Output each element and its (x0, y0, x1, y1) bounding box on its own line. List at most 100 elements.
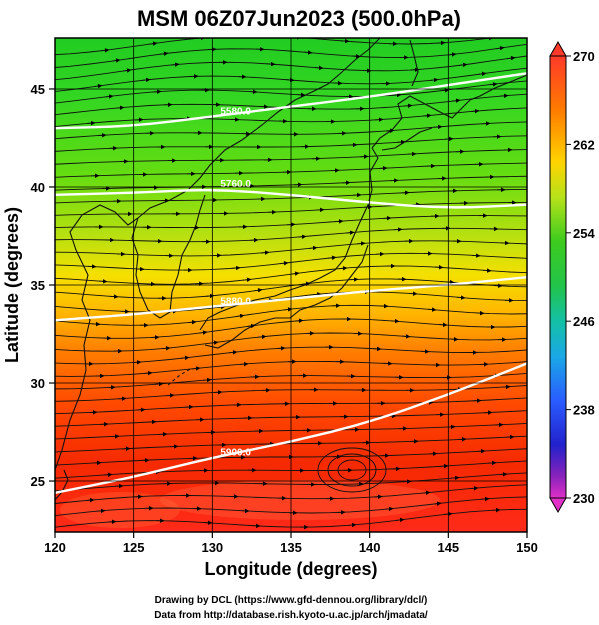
streamline (55, 472, 527, 492)
colorbar-scale (549, 55, 567, 499)
streamline (55, 332, 527, 352)
streamline (55, 121, 527, 140)
streamline (55, 304, 527, 326)
wind-arrow (180, 355, 190, 361)
contour-label: 5900.0 (220, 448, 251, 459)
wind-arrow (187, 319, 197, 325)
x-tick-label: 125 (123, 540, 145, 555)
contour-line (55, 362, 527, 494)
contour-label: 5580.0 (220, 106, 251, 117)
streamline (55, 67, 527, 92)
y-tick-label: 30 (31, 376, 45, 391)
wind-arrow (107, 519, 117, 524)
wind-arrow (96, 508, 106, 514)
colorbar-ticks: 230 238 246 254 262 270 (566, 49, 595, 506)
wind-arrow (470, 108, 480, 114)
wind-arrow (427, 307, 437, 312)
wind-arrow (481, 121, 491, 126)
wind-arrow (382, 215, 392, 221)
wind-arrow (301, 281, 311, 286)
wind-arrow (447, 52, 457, 57)
wind-arrow (477, 71, 487, 77)
wind-arrow (458, 62, 468, 68)
wind-arrow (408, 291, 418, 296)
contour-line (55, 188, 527, 209)
wind-arrow (451, 98, 461, 103)
credit-drawing: Drawing by DCL (https://www.gfd-dennou.o… (155, 595, 428, 606)
plot-area: 5580.0 5760.0 5880.0 5900.0 (55, 38, 527, 532)
wind-arrow (260, 250, 270, 255)
wind-arrow (482, 268, 492, 273)
streamline (55, 55, 527, 81)
y-axis-ticks: 25 30 35 40 45 (31, 82, 55, 489)
wind-arrow (334, 219, 344, 224)
contour-line (55, 72, 527, 130)
wind-arrow (285, 77, 295, 83)
colorbar-tick-label: 262 (573, 137, 595, 152)
wind-arrow (143, 370, 153, 376)
lat-lon-grid (55, 38, 527, 532)
wind-arrow (216, 304, 226, 310)
wind-arrow (327, 255, 337, 260)
wind-arrow (161, 346, 171, 351)
wind-arrow (495, 45, 505, 51)
contour-line (55, 275, 527, 322)
streamline (55, 240, 527, 257)
wind-arrow (85, 497, 95, 503)
wind-arrow (303, 50, 313, 55)
height-contours: 5580.0 5760.0 5880.0 5900.0 (55, 72, 527, 494)
wind-arrow (432, 501, 442, 506)
wind-arrow (501, 384, 511, 390)
wind-arrow (506, 55, 516, 61)
warm-patch (160, 480, 440, 520)
credit-data: Data from http://database.rish.kyoto-u.a… (154, 610, 428, 621)
japan-coast-south (204, 244, 369, 349)
wind-arrow (148, 41, 158, 46)
wind-arrow (106, 385, 116, 390)
wind-arrow (390, 318, 400, 324)
wind-arrow (374, 117, 384, 122)
x-axis-label: Longitude (degrees) (204, 559, 377, 579)
wind-arrow (239, 361, 249, 367)
colorbar: 230 238 246 254 262 270 (549, 40, 595, 514)
wind-arrow (132, 360, 142, 365)
colorbar-min-arrow (549, 497, 567, 514)
streamline (55, 38, 494, 56)
wind-arrow (235, 313, 245, 319)
y-tick-label: 40 (31, 180, 45, 195)
wind-arrow (410, 67, 420, 72)
wind-arrow (356, 241, 366, 246)
wind-arrow (246, 323, 256, 329)
wind-arrow (253, 288, 263, 293)
streamline (55, 360, 527, 377)
wind-arrow (444, 136, 454, 142)
wind-arrow (438, 322, 448, 328)
wind-arrow (209, 340, 219, 345)
wind-arrow (98, 279, 108, 284)
wind-arrow (315, 207, 325, 213)
hokkaido-coast (371, 74, 527, 149)
wind-arrow (345, 230, 355, 235)
x-tick-label: 130 (201, 540, 223, 555)
y-tick-label: 35 (31, 278, 45, 293)
wind-arrow (97, 133, 107, 138)
x-tick-label: 120 (44, 540, 66, 555)
wind-arrow (363, 204, 373, 210)
wind-arrow (440, 88, 450, 93)
hokkaido-coast-south (381, 127, 433, 151)
wind-arrow (347, 522, 357, 528)
figure-title: MSM 06Z07Jun2023 (500.0hPa) (137, 6, 461, 31)
wind-arrow (114, 483, 124, 489)
wind-arrow (297, 234, 307, 239)
wind-arrow (170, 62, 180, 67)
ryukyu-islands (167, 367, 193, 386)
wind-arrow (392, 92, 402, 98)
wind-arrow (103, 472, 113, 477)
wind-arrow (340, 38, 350, 44)
wind-arrow (294, 318, 304, 323)
wind-arrow (109, 294, 119, 299)
wind-arrow (92, 460, 102, 466)
wind-arrow (228, 350, 238, 355)
circulation-center (317, 447, 387, 493)
